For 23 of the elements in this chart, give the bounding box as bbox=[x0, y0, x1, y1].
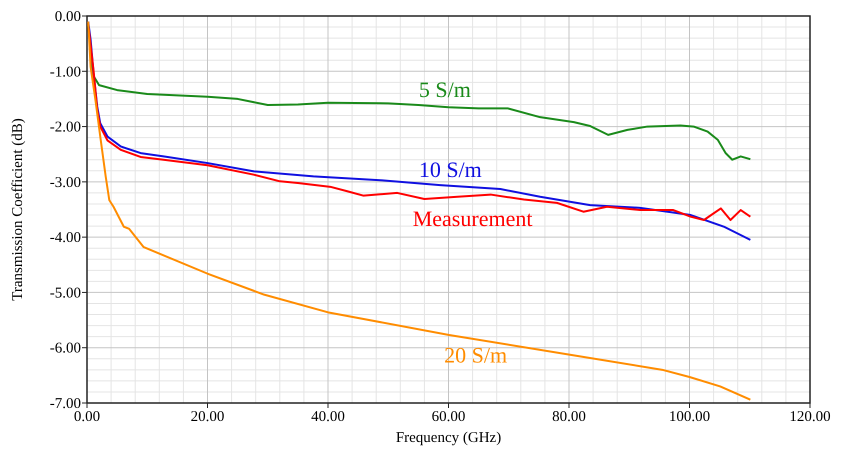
x-tick-label: 20.00 bbox=[190, 409, 224, 425]
x-tick-label: 60.00 bbox=[432, 409, 466, 425]
y-tick-label: -7.00 bbox=[50, 396, 81, 412]
series-label: 10 S/m bbox=[418, 156, 482, 182]
line-series bbox=[87, 24, 752, 161]
y-axis-title: Transmission Coefficient (dB) bbox=[10, 118, 26, 301]
y-tick-label: -4.00 bbox=[50, 230, 81, 246]
x-tick-label: 120.00 bbox=[789, 409, 831, 425]
series-label: 5 S/m bbox=[418, 76, 471, 102]
series-label: Measurement bbox=[412, 206, 532, 231]
x-tick-label: 100.00 bbox=[668, 409, 710, 425]
y-tick-label: -5.00 bbox=[50, 285, 81, 302]
x-tick-label: 40.00 bbox=[311, 409, 345, 425]
x-axis-title: Frequency (GHz) bbox=[396, 430, 502, 446]
y-tick-label: -1.00 bbox=[50, 64, 81, 80]
x-tick-label: 80.00 bbox=[552, 409, 586, 425]
y-tick-label: 0.00 bbox=[54, 9, 81, 25]
line-series bbox=[87, 20, 752, 401]
y-tick-label: -6.00 bbox=[50, 340, 81, 357]
y-tick-label: -3.00 bbox=[50, 174, 81, 191]
y-tick-label: -2.00 bbox=[50, 120, 81, 136]
x-tick-label: 0.00 bbox=[74, 409, 100, 425]
series-label: 20 S/m bbox=[444, 342, 508, 368]
